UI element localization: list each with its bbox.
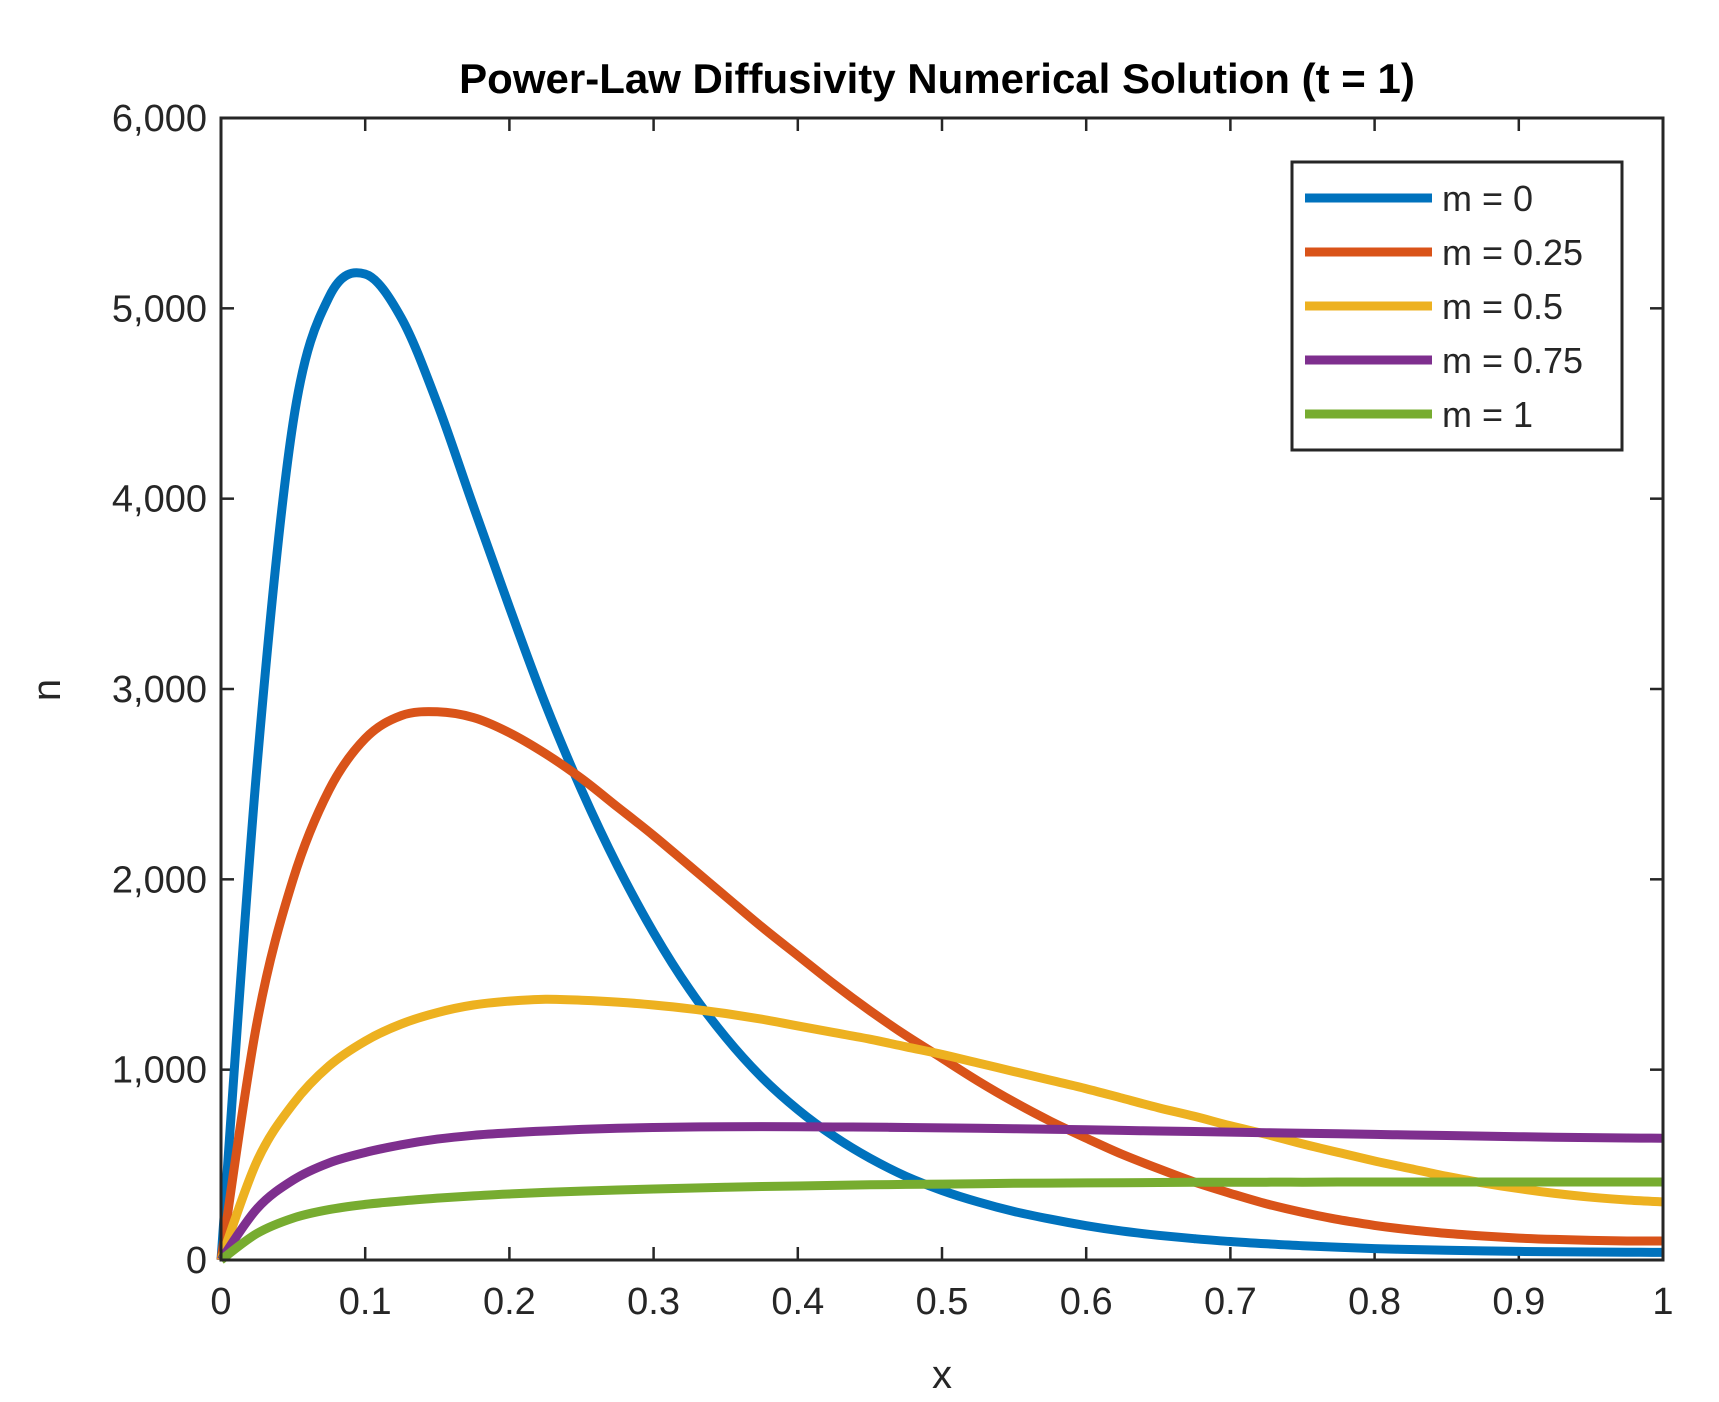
legend-label-2: m = 0.5 [1442, 286, 1563, 327]
tick-labels: 0 0.1 0.2 0.3 0.4 0.5 0.6 0.7 0.8 0.9 1 0 1,000 2,000… [112, 98, 1674, 1323]
chart-title: Power-Law Diffusivity Numerical Solution… [459, 55, 1415, 102]
legend-label-3: m = 0.75 [1442, 340, 1583, 381]
axes-box [219, 116, 1665, 1262]
legend-label-1: m = 0.25 [1442, 232, 1583, 273]
series-line-4 [218, 1177, 1663, 1264]
series-layer [216, 268, 1664, 1264]
legend-label-4: m = 1 [1442, 394, 1533, 435]
x-axis-label: x [932, 1353, 952, 1397]
x-tick-label: 0.6 [1060, 1281, 1113, 1323]
y-tick-label: 3,000 [112, 669, 207, 711]
series-line-1 [216, 707, 1664, 1261]
x-tick-label: 0.5 [916, 1281, 969, 1323]
y-tick-label: 2,000 [112, 859, 207, 901]
y-tick-label: 0 [186, 1240, 207, 1282]
x-tick-label: 0.1 [339, 1281, 392, 1323]
x-tick-label: 0.3 [627, 1281, 680, 1323]
x-tick-label: 0.9 [1492, 1281, 1545, 1323]
x-tick-label: 0.8 [1348, 1281, 1401, 1323]
y-axis-label: n [25, 679, 69, 701]
series-line-3 [217, 1122, 1664, 1263]
y-tick-label: 5,000 [112, 288, 207, 330]
x-tick-label: 0.4 [771, 1281, 824, 1323]
legend-label-0: m = 0 [1442, 178, 1533, 219]
series-line-0 [216, 268, 1664, 1261]
y-tick-label: 4,000 [112, 479, 207, 521]
legend: m = 0 m = 0.25 m = 0.5 m = 0.75 m = 1 [1290, 160, 1624, 452]
series-line-2 [216, 994, 1664, 1262]
x-tick-label: 0.2 [483, 1281, 536, 1323]
y-tick-label: 1,000 [112, 1050, 207, 1092]
x-tick-label: 1 [1652, 1281, 1673, 1323]
y-tick-label: 6,000 [112, 98, 207, 140]
x-tick-label: 0 [210, 1281, 231, 1323]
x-tick-label: 0.7 [1204, 1281, 1257, 1323]
